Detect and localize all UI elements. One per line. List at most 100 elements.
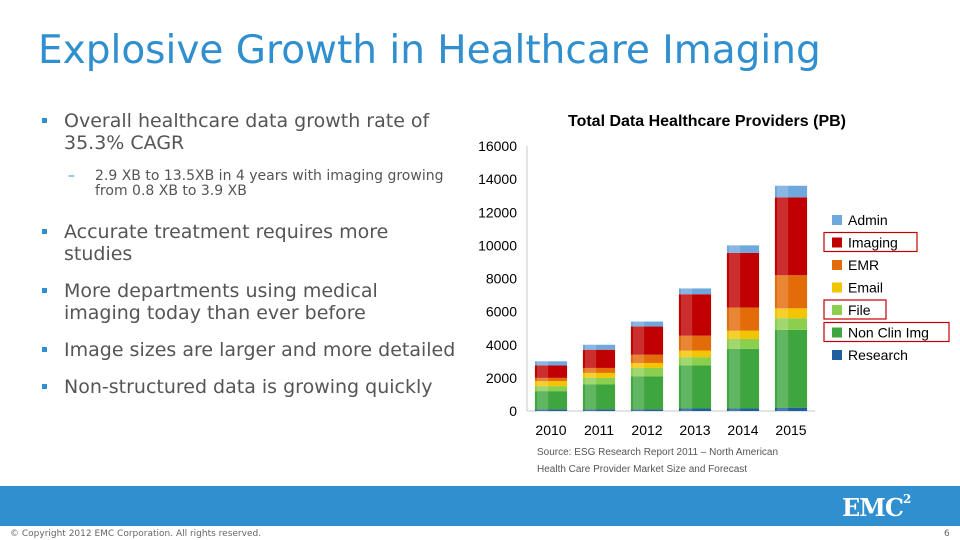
bar-segment: [630, 367, 664, 377]
legend-label: Non Clin Img: [848, 325, 929, 341]
legend-label: Email: [848, 280, 883, 296]
bar-segment-shine: [728, 307, 741, 331]
bar-segment: [630, 362, 664, 368]
y-tick-label: 2000: [486, 370, 517, 386]
bar-segment-shine: [536, 377, 549, 382]
bullet-marker-icon: [42, 384, 47, 389]
bar-segment: [678, 350, 712, 358]
source-line-1: Source: ESG Research Report 2011 – North…: [537, 447, 779, 458]
bar-segment-shine: [776, 318, 789, 330]
bar-segment: [534, 377, 568, 382]
bar-segment: [774, 185, 808, 198]
bullet-marker-icon: [42, 118, 47, 123]
bar-segment: [582, 377, 616, 385]
y-tick-label: 0: [509, 403, 517, 419]
bar-segment: [726, 307, 760, 331]
legend-swatch: [832, 215, 842, 225]
y-tick-label: 12000: [478, 204, 517, 220]
bar-segment: [678, 335, 712, 351]
logo-text: EMC: [842, 493, 904, 522]
bar-segment-shine: [776, 308, 789, 319]
bullet-text: Non-structured data is growing quickly: [64, 376, 433, 398]
bullet-text: Accurate treatment requires more studies: [64, 221, 389, 265]
legend-label: EMR: [848, 257, 879, 273]
legend-swatch: [832, 305, 842, 315]
bar-segment-shine: [632, 409, 645, 411]
x-tick-label: 2015: [775, 422, 806, 438]
bar-segment-shine: [632, 326, 645, 355]
bar-segment-shine: [728, 252, 741, 308]
bar-segment-shine: [536, 361, 549, 366]
bar-segment-shine: [680, 350, 693, 358]
bar-segment: [534, 409, 568, 411]
bar-segment: [726, 245, 760, 253]
bar-segment-shine: [632, 367, 645, 377]
bullet-item: Image sizes are larger and more detailed: [40, 339, 460, 361]
x-tick-label: 2011: [584, 422, 614, 438]
bar-segment-shine: [536, 409, 549, 411]
bar-segment-shine: [680, 408, 693, 411]
bar-segment-shine: [776, 329, 789, 408]
legend-highlight-box: [823, 231, 918, 253]
copyright-text: © Copyright 2012 EMC Corporation. All ri…: [10, 529, 262, 539]
legend-label: Research: [848, 347, 908, 363]
bullet-item: Accurate treatment requires more studies: [40, 221, 460, 265]
bar-segment-shine: [632, 362, 645, 368]
bar-segment: [726, 348, 760, 409]
y-tick-label: 4000: [486, 337, 517, 353]
emc-logo: EMC2: [842, 492, 911, 522]
y-tick-label: 8000: [486, 271, 517, 287]
bar-segment: [534, 381, 568, 387]
x-tick-label: 2014: [727, 422, 758, 438]
bar-segment: [582, 367, 616, 373]
bar-segment: [582, 384, 616, 410]
y-tick-label: 16000: [478, 138, 517, 154]
bar-segment-shine: [728, 408, 741, 411]
bar-segment-shine: [776, 185, 789, 198]
bullet-marker-icon: [42, 347, 47, 352]
bar-segment: [534, 386, 568, 392]
bar-segment-shine: [728, 245, 741, 253]
bar-segment-shine: [680, 357, 693, 366]
bar-segment-shine: [584, 367, 597, 373]
bar-segment-shine: [680, 288, 693, 295]
bar-segment: [678, 288, 712, 295]
page-number: 6: [944, 529, 950, 539]
legend-swatch: [832, 327, 842, 338]
bullet-text: More departments using medical imaging t…: [64, 280, 378, 324]
bullet-marker-icon: [42, 229, 47, 234]
legend-highlight-box: [823, 299, 887, 320]
legend-swatch: [832, 350, 842, 360]
bullet-marker-icon: [42, 288, 47, 293]
bar-segment-shine: [584, 384, 597, 410]
legend-label: Imaging: [848, 235, 898, 251]
bar-segment: [582, 344, 616, 350]
bullet-text: Overall healthcare data growth rate of 3…: [64, 110, 430, 154]
bar-segment: [726, 330, 760, 339]
bar-segment: [774, 275, 808, 309]
legend-highlight-box: [823, 321, 950, 343]
bar-segment: [630, 376, 664, 410]
bar-segment: [774, 329, 808, 408]
bar-segment-shine: [632, 376, 645, 410]
bar-segment-shine: [728, 348, 741, 409]
bar-segment-shine: [728, 330, 741, 339]
bar-segment-shine: [584, 409, 597, 411]
x-tick-label: 2012: [631, 422, 662, 438]
legend-label: Admin: [848, 212, 888, 228]
bar-segment-shine: [680, 294, 693, 336]
bar-segment: [726, 408, 760, 411]
bar-segment-shine: [776, 407, 789, 411]
bar-segment: [630, 326, 664, 355]
chart-title: Total Data Healthcare Providers (PB): [568, 113, 846, 130]
dash-marker-icon: –: [68, 168, 75, 184]
bar-segment: [726, 338, 760, 349]
bar-segment: [534, 391, 568, 410]
bar-segment-shine: [680, 335, 693, 351]
bar-segment: [774, 407, 808, 411]
source-line-2: Health Care Provider Market Size and For…: [537, 464, 748, 475]
bullet-item: Overall healthcare data growth rate of 3…: [40, 110, 460, 154]
bar-segment: [630, 354, 664, 363]
bar-segment-shine: [536, 365, 549, 378]
bar-segment-shine: [680, 365, 693, 409]
